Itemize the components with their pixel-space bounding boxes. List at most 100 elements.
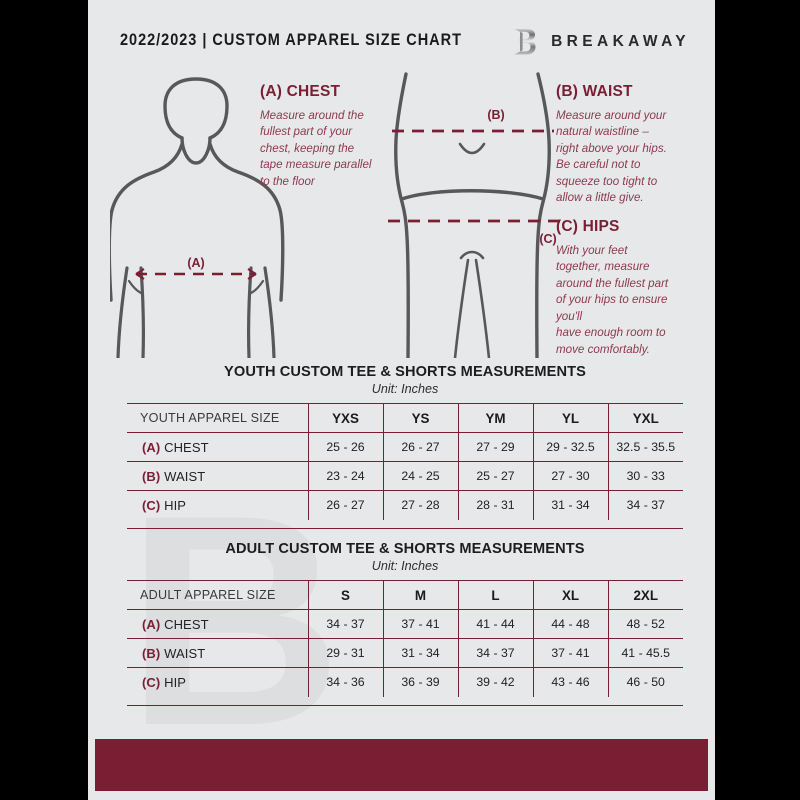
row-label: (C) HIP (127, 668, 308, 697)
table-cell: 34 - 37 (607, 490, 683, 520)
table-cell: 36 - 39 (382, 667, 458, 697)
callout-waist: (B) WAIST Measure around your natural wa… (556, 83, 706, 207)
table-cell: 39 - 42 (457, 667, 533, 697)
row-label-text: WAIST (164, 645, 206, 661)
row-marker: (A) (142, 616, 161, 632)
table-cell: 48 - 52 (607, 609, 683, 639)
table-cell: 37 - 41 (532, 638, 608, 668)
table-row: (C) HIP 26 - 27 27 - 28 28 - 31 31 - 34 … (127, 490, 683, 520)
size-column-header: S (307, 580, 383, 610)
table-cell: 37 - 41 (382, 609, 458, 639)
row-label-text: CHEST (164, 616, 209, 632)
table-header-row: ADULT APPAREL SIZE S M L XL 2XL (127, 580, 683, 610)
youth-table-unit: Unit: Inches (371, 382, 439, 396)
row-marker: (C) (142, 497, 161, 513)
brand-name: BREAKAWAY (551, 33, 690, 50)
table-row: (A) CHEST 25 - 26 26 - 27 27 - 29 29 - 3… (127, 432, 683, 462)
page-header: 2022/2023 | CUSTOM APPAREL SIZE CHART BR… (88, 28, 715, 62)
size-column-header: L (457, 580, 533, 610)
table-cell: 30 - 33 (607, 461, 683, 491)
row-label-text: WAIST (164, 468, 206, 484)
lower-body-figure: (B) (C) (388, 72, 564, 358)
hip-measure-label: (C) (539, 232, 556, 246)
callout-hips-title: (C) HIPS (556, 218, 620, 235)
table-cell: 24 - 25 (382, 461, 458, 491)
youth-size-table-section: YOUTH CUSTOM TEE & SHORTS MEASUREMENTS U… (127, 364, 683, 529)
youth-apparel-size-header: YOUTH APPAREL SIZE (127, 403, 308, 433)
table-cell: 34 - 36 (307, 667, 383, 697)
callout-hips-body: With your feet together, measure around … (556, 244, 669, 356)
size-column-header: XL (532, 580, 608, 610)
table-cell: 25 - 26 (307, 432, 383, 462)
row-marker: (B) (142, 468, 161, 484)
size-column-header: YXL (607, 403, 683, 433)
callout-waist-body: Measure around your natural waistline – … (556, 109, 667, 205)
table-cell: 26 - 27 (307, 490, 383, 520)
table-cell: 25 - 27 (457, 461, 533, 491)
row-label: (B) WAIST (127, 638, 308, 668)
size-column-header: YL (532, 403, 608, 433)
row-label: (A) CHEST (127, 432, 308, 462)
callout-chest-body: Measure around the fullest part of your … (260, 109, 372, 188)
table-cell: 43 - 46 (532, 667, 608, 697)
size-column-header: YS (382, 403, 458, 433)
row-label: (B) WAIST (127, 461, 308, 491)
table-cell: 28 - 31 (457, 490, 533, 520)
size-column-header: YM (457, 403, 533, 433)
upper-body-figure: (A) (110, 77, 285, 358)
table-cell: 41 - 44 (457, 609, 533, 639)
illustration-band: (A) (B) (C) (A) CHEST Measure around the (88, 68, 715, 358)
table-cell: 44 - 48 (532, 609, 608, 639)
table-cell: 29 - 32.5 (532, 432, 608, 462)
table-cell: 27 - 29 (457, 432, 533, 462)
table-cell: 29 - 31 (307, 638, 383, 668)
table-cell: 27 - 28 (382, 490, 458, 520)
size-column-header: YXS (307, 403, 383, 433)
breakaway-b-logo-icon (514, 29, 536, 55)
page-title: 2022/2023 | CUSTOM APPAREL SIZE CHART (120, 31, 462, 49)
size-chart-page: B 2022/2023 | CUSTOM APPAREL SIZE CHART (88, 0, 715, 800)
waist-measure-label: (B) (487, 108, 504, 122)
size-column-header: 2XL (607, 580, 683, 610)
table-cell: 46 - 50 (607, 667, 683, 697)
adult-size-table-section: ADULT CUSTOM TEE & SHORTS MEASUREMENTS U… (127, 541, 683, 706)
row-marker: (A) (142, 439, 161, 455)
row-marker: (B) (142, 645, 161, 661)
adult-apparel-size-header: ADULT APPAREL SIZE (127, 580, 308, 610)
table-bottom-rule (127, 520, 683, 529)
table-cell: 31 - 34 (532, 490, 608, 520)
callout-waist-title: (B) WAIST (556, 83, 633, 100)
table-bottom-rule (127, 697, 683, 706)
callout-chest-title: (A) CHEST (260, 83, 341, 100)
callout-hips: (C) HIPS With your feet together, measur… (556, 218, 708, 358)
callout-chest: (A) CHEST Measure around the fullest par… (260, 83, 420, 190)
brand-lockup: BREAKAWAY (509, 26, 690, 58)
table-cell: 27 - 30 (532, 461, 608, 491)
row-label-text: HIP (164, 674, 187, 690)
table-cell: 26 - 27 (382, 432, 458, 462)
table-cell: 23 - 24 (307, 461, 383, 491)
adult-table-title: ADULT CUSTOM TEE & SHORTS MEASUREMENTS (225, 541, 585, 557)
youth-table-title: YOUTH CUSTOM TEE & SHORTS MEASUREMENTS (224, 364, 586, 380)
footer-bar (95, 739, 708, 791)
adult-table-unit: Unit: Inches (371, 559, 439, 573)
row-marker: (C) (142, 674, 161, 690)
table-header-row: YOUTH APPAREL SIZE YXS YS YM YL YXL (127, 403, 683, 433)
size-column-header: M (382, 580, 458, 610)
row-label: (C) HIP (127, 491, 308, 520)
adult-size-table: ADULT APPAREL SIZE S M L XL 2XL (A) CHES… (127, 580, 683, 697)
table-cell: 34 - 37 (307, 609, 383, 639)
navel-icon (458, 142, 486, 155)
row-label: (A) CHEST (127, 609, 308, 639)
table-row: (A) CHEST 34 - 37 37 - 41 41 - 44 44 - 4… (127, 609, 683, 639)
table-row: (C) HIP 34 - 36 36 - 39 39 - 42 43 - 46 … (127, 667, 683, 697)
table-cell: 41 - 45.5 (607, 638, 683, 668)
table-row: (B) WAIST 29 - 31 31 - 34 34 - 37 37 - 4… (127, 638, 683, 668)
table-cell: 34 - 37 (457, 638, 533, 668)
youth-size-table: YOUTH APPAREL SIZE YXS YS YM YL YXL (A) … (127, 403, 683, 520)
table-row: (B) WAIST 23 - 24 24 - 25 25 - 27 27 - 3… (127, 461, 683, 491)
chest-measure-label: (A) (187, 256, 204, 270)
row-label-text: HIP (164, 497, 187, 513)
table-cell: 32.5 - 35.5 (607, 432, 683, 462)
row-label-text: CHEST (164, 439, 209, 455)
